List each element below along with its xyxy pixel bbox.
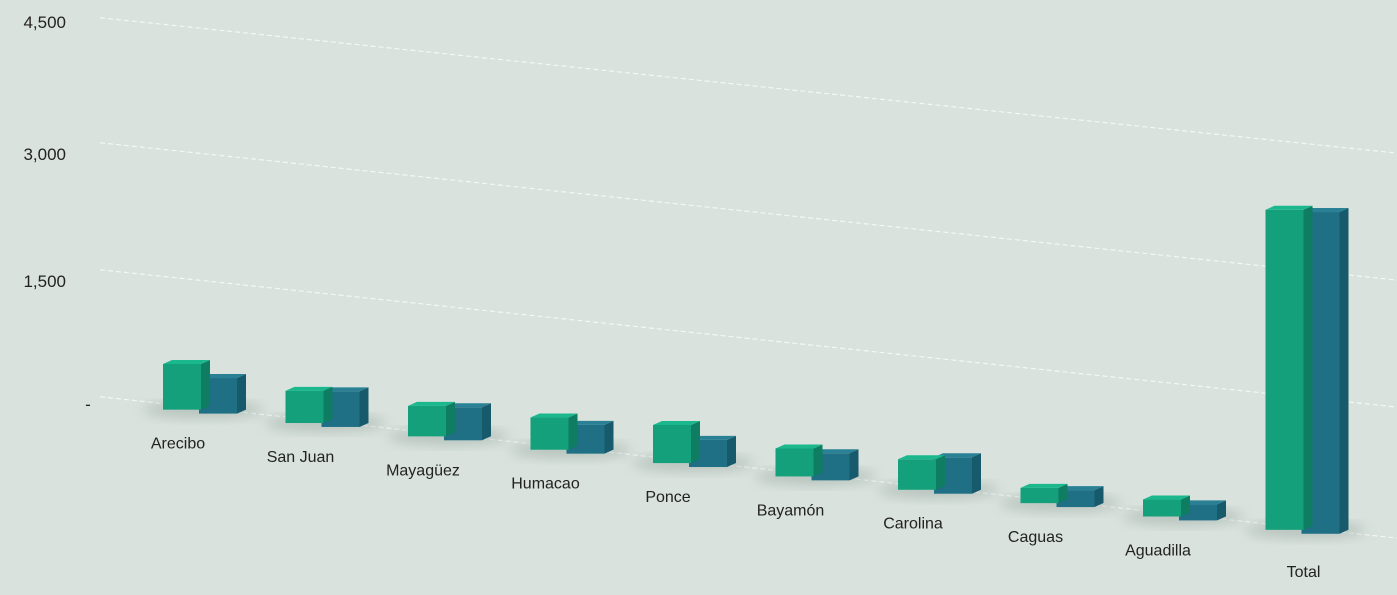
bar-top [689, 435, 736, 440]
bar [1143, 499, 1181, 517]
bar-side [1217, 500, 1226, 521]
bar-top [566, 420, 614, 425]
x-tick-label: Carolina [883, 516, 943, 533]
bar [1265, 209, 1304, 530]
bar-top [408, 401, 455, 406]
bar [408, 405, 446, 437]
bar-side [1094, 486, 1104, 508]
bar-side [323, 386, 333, 424]
bar [1020, 487, 1059, 504]
y-tick-label: 1,500 [23, 272, 66, 291]
bars [143, 205, 1366, 538]
gridline [99, 269, 1397, 408]
bar [285, 390, 324, 424]
x-tick-label: Aguadilla [1125, 542, 1191, 559]
gridline [99, 17, 1397, 154]
bar-top [444, 403, 491, 408]
x-axis-labels: Arecibo San Juan Mayagüez Humacao Ponce Bayam… [151, 436, 1321, 581]
bar-top [1020, 483, 1068, 488]
bar-top [285, 386, 333, 391]
bar-side [849, 449, 859, 481]
x-tick-label: Ponce [645, 489, 690, 506]
bar-side [691, 420, 700, 464]
bar-side [1058, 483, 1068, 504]
bar [898, 459, 936, 490]
x-tick-label: Humacao [511, 476, 580, 493]
bar-top [530, 413, 578, 418]
gridline [99, 142, 1397, 281]
bar-side [604, 420, 614, 454]
bar-side [359, 387, 369, 427]
bar-side [727, 435, 736, 468]
bar-top [775, 444, 823, 449]
bar-side [1303, 205, 1313, 530]
bar-side [813, 444, 823, 477]
bar-side [482, 403, 491, 441]
bar-side [446, 401, 455, 437]
bar-top [163, 359, 210, 364]
x-tick-label: Bayamón [757, 502, 825, 519]
bar-top [199, 374, 246, 379]
y-tick-label: 3,000 [23, 145, 66, 164]
bar-top [653, 420, 700, 425]
bar-side [568, 413, 578, 450]
x-tick-label: Total [1287, 564, 1321, 581]
bar [775, 448, 814, 477]
x-tick-label: San Juan [267, 449, 335, 466]
bar-top [811, 449, 859, 454]
bar-top [1179, 500, 1226, 505]
bar-top [898, 455, 945, 460]
bar-top [1265, 205, 1313, 210]
y-tick-label: 4,500 [23, 13, 66, 32]
x-tick-label: Mayagüez [386, 462, 460, 479]
x-tick-label: Caguas [1008, 529, 1063, 546]
bar-top [1056, 486, 1104, 491]
y-tick-label: - [85, 395, 91, 414]
bar-side [237, 374, 246, 414]
bar [163, 363, 201, 410]
bar-top [1301, 208, 1349, 213]
y-axis: - 1,500 3,000 4,500 [23, 13, 90, 414]
bar-top [321, 387, 369, 392]
bar-top [1143, 495, 1190, 500]
bar-side [201, 359, 210, 410]
x-tick-label: Arecibo [151, 436, 205, 453]
bar-side [1181, 495, 1190, 517]
bar-top [934, 453, 981, 458]
bar-side [1339, 208, 1349, 534]
bar [530, 417, 569, 450]
bar-side [936, 455, 945, 490]
bar-side [972, 453, 981, 494]
bar [653, 424, 691, 464]
